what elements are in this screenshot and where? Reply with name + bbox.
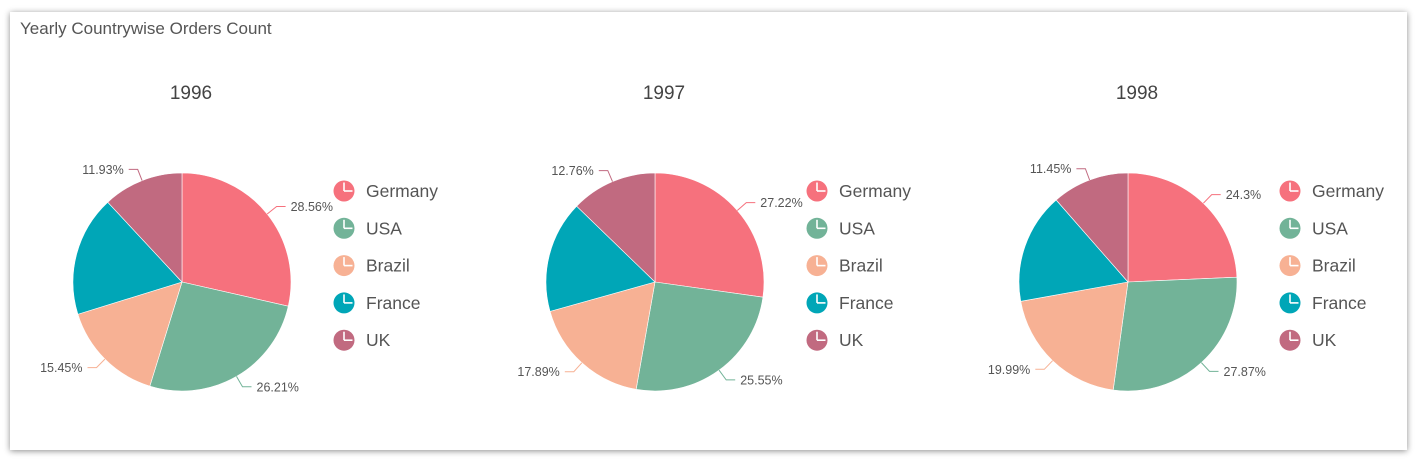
legend-item-usa[interactable]: USA [333, 217, 403, 239]
legend-item-france[interactable]: France [1279, 292, 1367, 314]
data-label-usa: 26.21% [257, 380, 299, 394]
legend-pie-icon [333, 329, 355, 351]
data-label-brazil: 17.89% [517, 365, 559, 379]
pie-slice-usa[interactable] [149, 281, 289, 392]
pie-slice-germany[interactable] [181, 172, 292, 307]
legend-pie-icon [806, 255, 828, 277]
pie-slice-france[interactable] [545, 205, 656, 312]
label-connector-uk [598, 170, 613, 182]
widget-title: Yearly Countrywise Orders Count [20, 19, 272, 38]
label-connector-uk [128, 168, 143, 181]
legend-pie-icon [1279, 329, 1301, 351]
legend-label: Germany [839, 181, 911, 201]
legend-pie-icon [806, 292, 828, 314]
pie-slice-usa[interactable] [635, 281, 764, 392]
legend-pie-icon [333, 292, 355, 314]
label-connector-uk [1076, 168, 1091, 181]
label-connector-usa [1201, 362, 1219, 372]
pie-title: 1997 [643, 83, 685, 104]
legend-item-brazil[interactable]: Brazil [1279, 255, 1356, 277]
pie-chart-1998: 1998 24.3% 27.87% 19.99% 11.45% Germany USA Bra… [988, 83, 1385, 392]
pie-slice-france[interactable] [72, 201, 183, 315]
pie-slice-usa[interactable] [1112, 276, 1238, 392]
data-label-germany: 27.22% [760, 196, 802, 210]
legend-item-brazil[interactable]: Brazil [333, 255, 410, 277]
legend-pie-icon [333, 180, 355, 202]
data-label-uk: 12.76% [551, 164, 593, 178]
label-connector-brazil [1035, 360, 1053, 370]
legend-item-brazil[interactable]: Brazil [806, 255, 883, 277]
data-label-brazil: 15.45% [40, 361, 82, 375]
legend-item-uk[interactable]: UK [806, 329, 864, 351]
legend-item-uk[interactable]: UK [1279, 329, 1337, 351]
data-label-germany: 28.56% [291, 200, 333, 214]
legend-label: UK [839, 330, 864, 350]
legend-label: France [366, 293, 420, 313]
label-connector-brazil [564, 362, 583, 373]
legend-label: USA [366, 218, 402, 238]
legend-label: USA [839, 218, 875, 238]
legend-label: UK [1312, 330, 1337, 350]
legend-label: Germany [366, 181, 438, 201]
legend-label: USA [1312, 218, 1348, 238]
data-label-usa: 27.87% [1224, 365, 1266, 379]
legend-label: France [839, 293, 893, 313]
pie-slice-germany[interactable] [654, 172, 765, 298]
pie-chart-1997: 1997 27.22% 25.55% 17.89% 12.76% Germany USA Br… [517, 83, 912, 392]
legend-item-france[interactable]: France [333, 292, 421, 314]
legend-pie-icon [1279, 217, 1301, 239]
legend-pie-icon [806, 329, 828, 351]
legend-pie-icon [1279, 255, 1301, 277]
legend-item-usa[interactable]: USA [806, 217, 876, 239]
pie-slice-france[interactable] [1018, 199, 1129, 302]
legend-item-france[interactable]: France [806, 292, 894, 314]
pie-chart-1996: 1996 28.56% 26.21% 15.45% 11.93% Germany USA Br… [40, 83, 438, 394]
label-connector-germany [736, 202, 756, 211]
pie-slice-germany[interactable] [1127, 172, 1238, 283]
pie-slice-brazil[interactable] [77, 281, 183, 387]
legend-pie-icon [333, 255, 355, 277]
label-connector-usa [718, 369, 736, 381]
legend-item-germany[interactable]: Germany [806, 180, 912, 202]
label-connector-usa [236, 376, 252, 388]
legend-pie-icon [806, 180, 828, 202]
legend-pie-icon [333, 217, 355, 239]
legend-item-uk[interactable]: UK [333, 329, 391, 351]
label-connector-brazil [87, 358, 106, 369]
legend-label: France [1312, 293, 1366, 313]
legend-label: Germany [1312, 181, 1384, 201]
pie-slice-uk[interactable] [576, 172, 656, 283]
legend-label: Brazil [1312, 256, 1356, 276]
pie-title: 1996 [170, 83, 212, 104]
data-label-brazil: 19.99% [988, 363, 1030, 377]
legend-item-germany[interactable]: Germany [333, 180, 439, 202]
data-label-uk: 11.93% [82, 163, 123, 177]
legend-item-germany[interactable]: Germany [1279, 180, 1385, 202]
legend-pie-icon [1279, 180, 1301, 202]
label-connector-germany [1203, 194, 1221, 204]
label-connector-germany [266, 206, 286, 215]
legend-label: UK [366, 330, 391, 350]
legend-label: Brazil [839, 256, 883, 276]
legend-pie-icon [1279, 292, 1301, 314]
legend-item-usa[interactable]: USA [1279, 217, 1349, 239]
legend-pie-icon [806, 217, 828, 239]
data-label-uk: 11.45% [1030, 162, 1071, 176]
legend-label: Brazil [366, 256, 410, 276]
pie-slice-brazil[interactable] [549, 281, 656, 390]
data-label-usa: 25.55% [740, 373, 782, 387]
pie-title: 1998 [1116, 83, 1158, 104]
data-label-germany: 24.3% [1226, 188, 1261, 202]
